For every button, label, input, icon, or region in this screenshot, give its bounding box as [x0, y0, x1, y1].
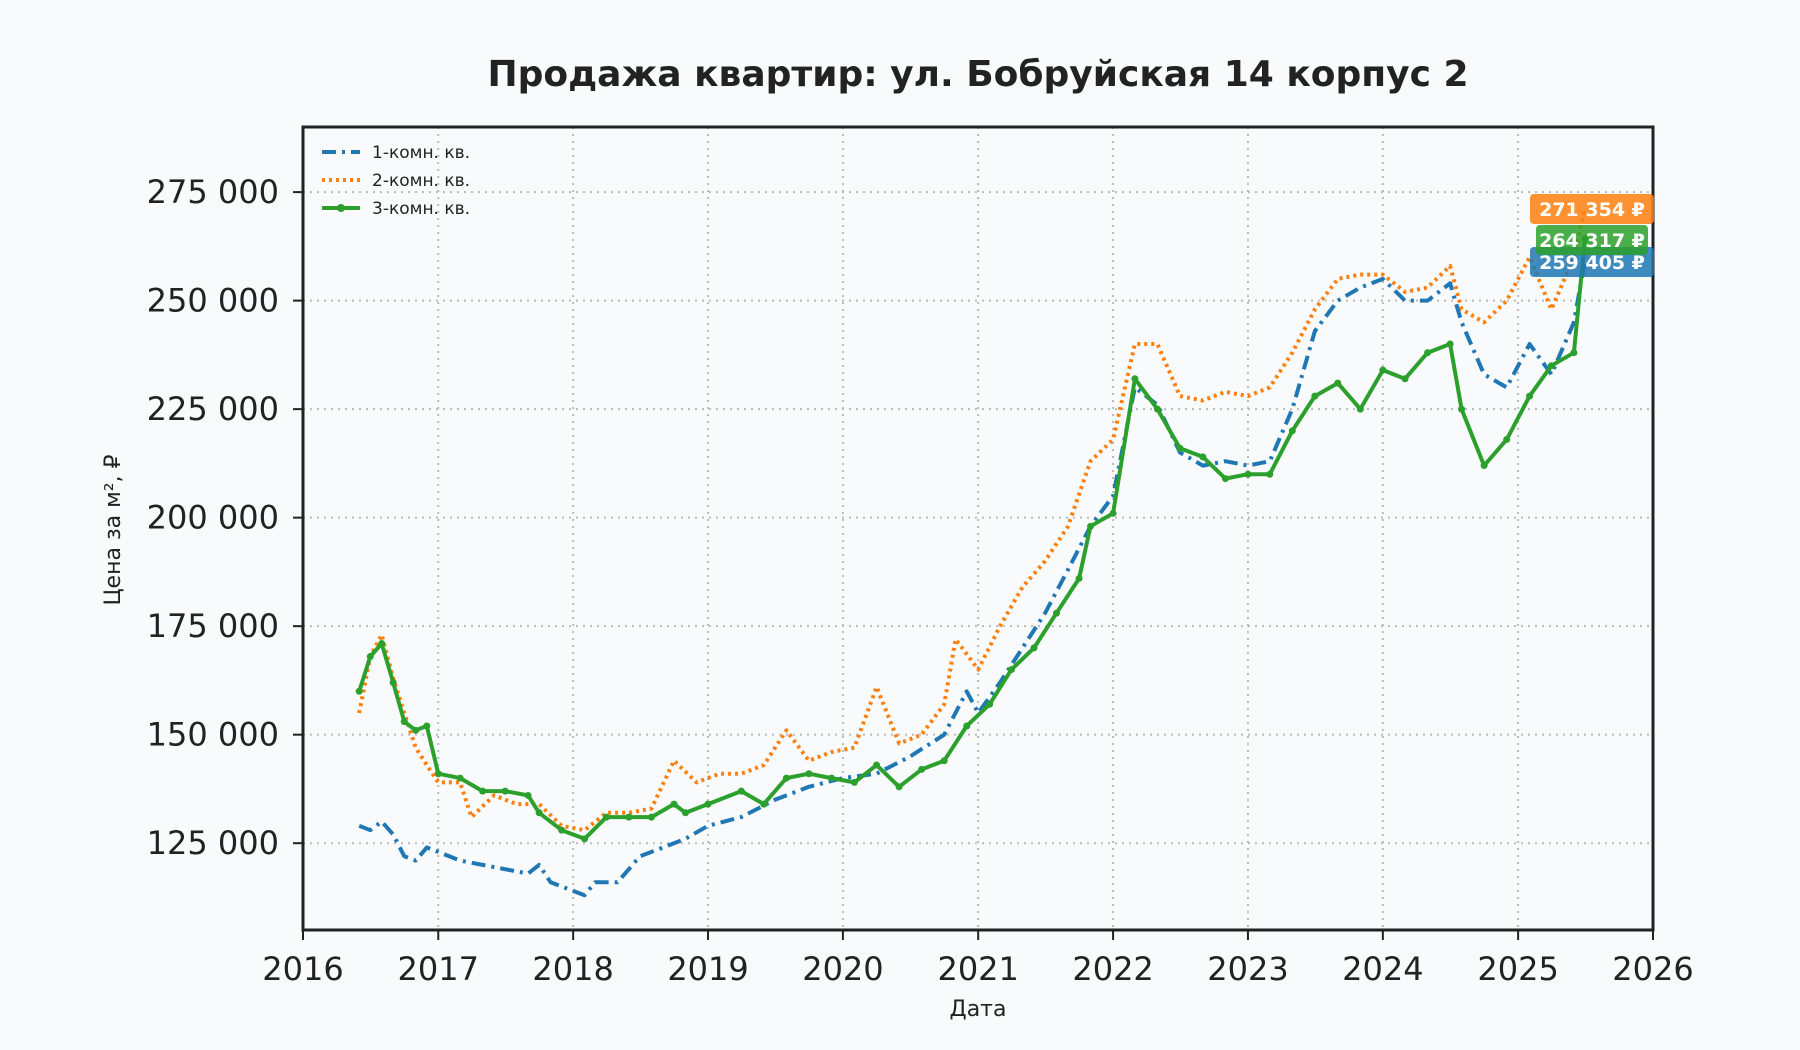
x-tick-label: 2016 — [262, 950, 343, 988]
series-point-3 — [423, 722, 431, 730]
series-point-3 — [986, 700, 994, 708]
end-label-box-3 — [1536, 225, 1648, 255]
series-point-3 — [400, 718, 408, 726]
series-point-3 — [827, 774, 835, 782]
series-point-3 — [1311, 392, 1319, 400]
x-tick-label: 2020 — [802, 950, 883, 988]
series-point-3 — [670, 800, 678, 808]
series-point-3 — [366, 653, 374, 661]
x-axis-label: Дата — [950, 997, 1007, 1022]
series-point-3 — [918, 765, 926, 773]
series-point-3 — [1153, 405, 1161, 413]
y-tick-label: 200 000 — [147, 499, 279, 537]
series-point-3 — [1334, 379, 1342, 387]
y-tick-label: 225 000 — [147, 390, 279, 428]
x-tick-label: 2024 — [1342, 950, 1423, 988]
x-tick-label: 2026 — [1612, 950, 1693, 988]
y-tick-label: 275 000 — [147, 173, 279, 211]
y-axis-label: Цена за м², ₽ — [101, 454, 126, 605]
series-point-3 — [1503, 436, 1511, 444]
series-point-3 — [501, 787, 509, 795]
series-point-3 — [1379, 366, 1387, 374]
legend-label-3: 3-комн. кв. — [372, 199, 470, 219]
series-point-3 — [1458, 405, 1466, 413]
series-line-2 — [357, 207, 1587, 833]
series-point-3 — [1401, 375, 1409, 383]
end-label-3: 264 317 ₽ — [1539, 230, 1645, 252]
series-point-3 — [1266, 470, 1274, 478]
series-point-3 — [782, 774, 790, 782]
end-labels: 259 405 ₽ 271 354 ₽ 264 317 ₽ — [1530, 194, 1654, 277]
x-tick-label: 2018 — [532, 950, 613, 988]
series-point-3 — [1424, 349, 1432, 357]
series-point-3 — [1547, 362, 1555, 370]
grid — [302, 127, 1654, 930]
legend: 1-комн. кв. 2-комн. кв. 3-комн. кв. — [322, 143, 470, 219]
series-point-3 — [805, 770, 813, 778]
series-line-3 — [357, 238, 1587, 841]
series-point-3 — [704, 800, 712, 808]
y-tick-label: 150 000 — [147, 716, 279, 754]
chart-title: Продажа квартир: ул. Бобруйская 14 корпу… — [487, 54, 1468, 95]
series-point-3 — [1199, 453, 1207, 461]
series-point-3 — [940, 757, 948, 765]
x-tick-label: 2021 — [937, 950, 1018, 988]
series-point-3 — [524, 791, 532, 799]
series-point-3 — [1053, 609, 1061, 617]
y-tick-label: 250 000 — [147, 282, 279, 320]
series-point-3 — [681, 809, 689, 817]
series-point-3 — [1288, 427, 1296, 435]
legend-label-2: 2-комн. кв. — [372, 171, 470, 191]
series-point-3 — [1446, 340, 1454, 348]
series-point-3 — [1526, 392, 1534, 400]
series-point-3 — [1176, 444, 1184, 452]
legend-marker-3 — [337, 204, 345, 212]
y-tick-label: 175 000 — [147, 607, 279, 645]
series-point-3 — [647, 813, 655, 821]
series-point-3 — [389, 679, 397, 687]
series-point-3 — [963, 722, 971, 730]
series-point-3 — [558, 826, 566, 834]
series-point-3 — [737, 787, 745, 795]
series-point-3 — [1131, 375, 1139, 383]
end-label-1: 259 405 ₽ — [1539, 252, 1645, 274]
series-point-3 — [602, 813, 610, 821]
series-point-3 — [434, 770, 442, 778]
x-tick-label: 2017 — [398, 950, 479, 988]
series-point-3 — [1221, 475, 1229, 483]
series-point-3 — [535, 809, 543, 817]
ticks: 2016 2017 2018 2019 2020 2021 2022 2023 2024 2025… — [147, 173, 1694, 988]
series-point-3 — [760, 800, 768, 808]
series-point-3 — [1030, 644, 1038, 652]
series-point-3 — [1007, 666, 1015, 674]
series-line-1 — [358, 259, 1587, 898]
y-tick-label: 125 000 — [147, 824, 279, 862]
series-point-3 — [1480, 462, 1488, 470]
series-point-3 — [1570, 349, 1578, 357]
x-tick-label: 2022 — [1072, 950, 1153, 988]
series-point-3 — [1244, 470, 1252, 478]
series-point-3 — [1356, 405, 1364, 413]
legend-label-1: 1-комн. кв. — [372, 143, 470, 163]
x-tick-label: 2025 — [1477, 950, 1558, 988]
series-point-3 — [378, 640, 386, 648]
end-label-box-2 — [1530, 194, 1654, 224]
end-label-2: 271 354 ₽ — [1539, 199, 1645, 221]
series-point-3 — [1075, 574, 1083, 582]
series-point-3 — [1087, 522, 1095, 530]
series-point-3 — [895, 783, 903, 791]
series-point-3 — [1109, 509, 1117, 517]
series-point-3 — [355, 687, 363, 695]
series-point-3 — [850, 778, 858, 786]
series-layer — [355, 207, 1589, 898]
series-point-3 — [479, 787, 487, 795]
series-point-3 — [456, 774, 464, 782]
x-tick-label: 2023 — [1207, 950, 1288, 988]
series-point-3 — [625, 813, 633, 821]
series-point-3 — [581, 835, 589, 843]
series-point-3 — [412, 726, 420, 734]
x-tick-label: 2019 — [667, 950, 748, 988]
series-point-3 — [873, 761, 881, 769]
